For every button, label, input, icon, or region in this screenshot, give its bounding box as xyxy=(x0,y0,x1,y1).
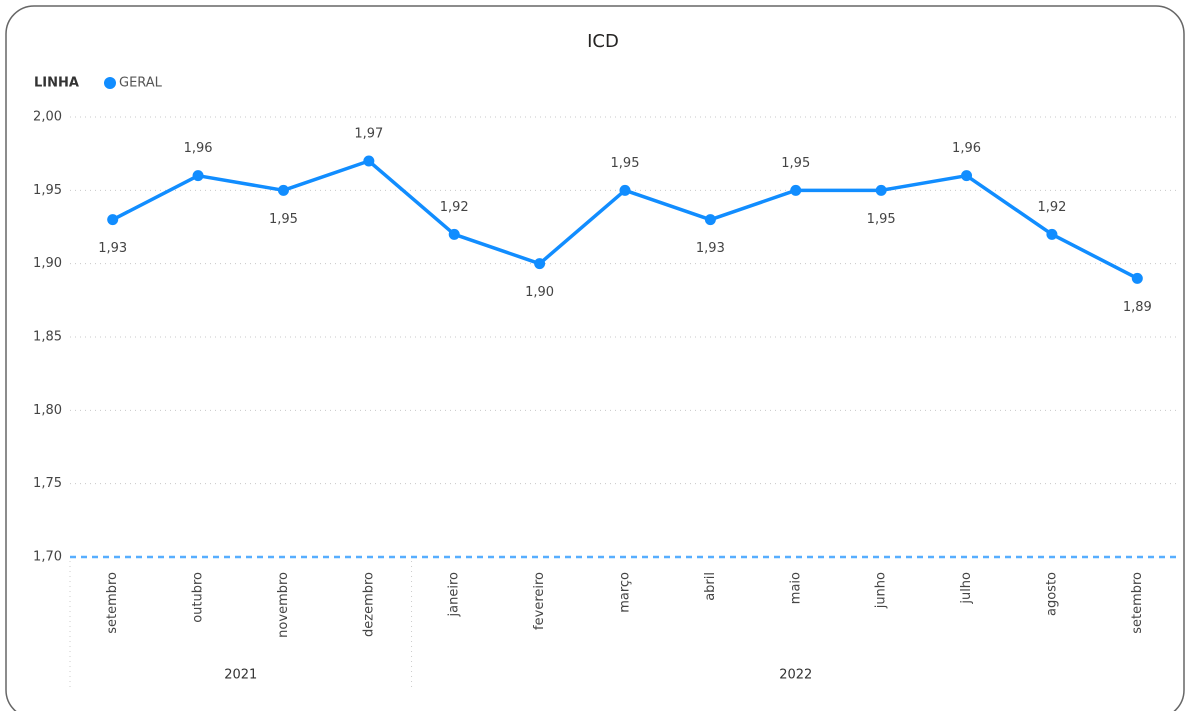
data-point xyxy=(107,214,119,226)
chart-title: ICD xyxy=(587,31,619,52)
y-tick-label: 1,90 xyxy=(33,256,62,271)
data-point xyxy=(534,258,546,270)
data-point xyxy=(790,184,802,196)
data-label: 1,95 xyxy=(781,156,810,171)
y-tick-label: 1,70 xyxy=(33,550,62,565)
x-tick-label: agosto xyxy=(1044,572,1059,616)
data-point xyxy=(1131,272,1143,284)
x-tick-label: abril xyxy=(703,572,718,601)
x-tick-label: setembro xyxy=(105,572,120,634)
data-point xyxy=(619,184,631,196)
legend-label: GERAL xyxy=(119,76,163,91)
y-tick-label: 1,80 xyxy=(33,403,62,418)
data-point xyxy=(448,228,460,240)
data-point xyxy=(277,184,289,196)
data-point xyxy=(875,184,887,196)
data-label: 1,92 xyxy=(440,200,469,215)
group-label: 2022 xyxy=(779,668,812,683)
data-label: 1,95 xyxy=(867,212,896,227)
x-tick-label: maio xyxy=(788,572,803,604)
x-tick-label: março xyxy=(618,572,633,613)
data-point xyxy=(704,214,716,226)
x-tick-label: fevereiro xyxy=(532,572,547,630)
data-label: 1,97 xyxy=(354,127,383,142)
y-tick-label: 1,85 xyxy=(33,330,62,345)
data-point xyxy=(192,170,204,182)
x-tick-label: novembro xyxy=(276,572,291,638)
data-label: 1,90 xyxy=(525,285,554,300)
x-tick-label: junho xyxy=(874,572,889,609)
y-tick-label: 1,95 xyxy=(33,183,62,198)
x-tick-label: setembro xyxy=(1130,572,1145,634)
legend-title: LINHA xyxy=(34,76,79,91)
frame xyxy=(5,5,1185,711)
data-point xyxy=(1046,228,1058,240)
group-label: 2021 xyxy=(224,668,257,683)
legend-marker xyxy=(104,77,116,89)
x-tick-label: outubro xyxy=(191,572,206,623)
y-tick-label: 1,75 xyxy=(33,476,62,491)
data-point xyxy=(363,155,375,167)
x-tick-label: janeiro xyxy=(447,572,462,617)
x-tick-label: dezembro xyxy=(361,572,376,637)
data-label: 1,89 xyxy=(1123,300,1152,315)
y-tick-label: 2,00 xyxy=(33,110,62,125)
data-label: 1,93 xyxy=(696,241,725,256)
data-point xyxy=(961,170,973,182)
data-label: 1,95 xyxy=(611,156,640,171)
data-label: 1,93 xyxy=(98,241,127,256)
data-label: 1,92 xyxy=(1037,200,1066,215)
data-label: 1,96 xyxy=(184,141,213,156)
data-label: 1,95 xyxy=(269,212,298,227)
data-label: 1,96 xyxy=(952,141,981,156)
x-tick-label: julho xyxy=(959,572,974,605)
